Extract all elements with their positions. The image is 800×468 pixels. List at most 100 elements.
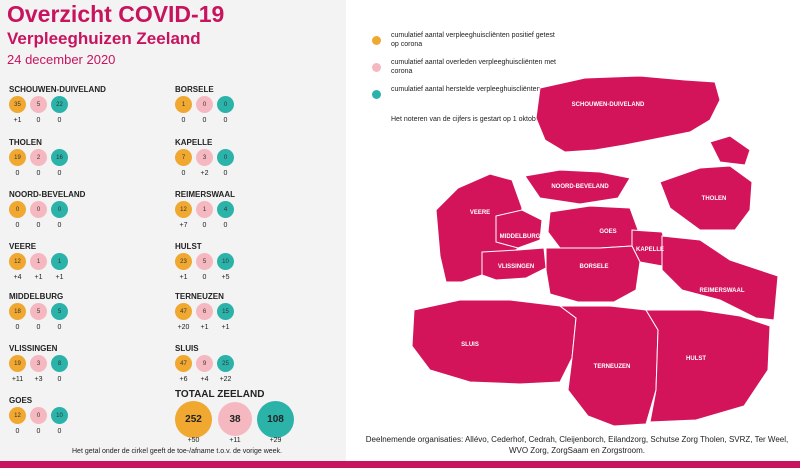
region-recovered-delta: 0: [57, 170, 62, 177]
region-block: THOLEN 19 0 2 0 16 0: [9, 138, 169, 188]
map-region-schouwen-duiveland: [535, 75, 721, 153]
region-recovered-circle: 22: [51, 96, 68, 113]
region-recovered-circle: 0: [51, 201, 68, 218]
map-region-hulst: [645, 309, 771, 423]
region-block: NOORD-BEVELAND 0 0 0 0 0 0: [9, 190, 169, 240]
map-label-noord-beveland: NOORD-BEVELAND: [551, 184, 609, 190]
stats-panel: [0, 0, 346, 468]
region-recovered-delta: 0: [223, 170, 228, 177]
region-deceased-delta: 0: [202, 222, 207, 229]
map-label-veere: VEERE: [470, 210, 490, 216]
region-name: VLISSINGEN: [9, 344, 58, 353]
region-recovered-delta: 0: [223, 117, 228, 124]
region-positive-delta: +1: [179, 274, 188, 281]
region-positive-delta: +11: [11, 376, 24, 383]
region-deceased-circle: 0: [196, 96, 213, 113]
region-recovered-circle: 16: [51, 149, 68, 166]
region-deceased-delta: 0: [202, 117, 207, 124]
map-region-noord-beveland: [524, 169, 631, 205]
region-deceased-circle: 9: [196, 355, 213, 372]
total-positive-value: 252: [185, 414, 202, 425]
region-recovered-delta: +1: [55, 274, 64, 281]
report-date: 24 december 2020: [7, 52, 116, 67]
region-positive-circle: 0: [9, 201, 26, 218]
region-positive-delta: 0: [15, 170, 20, 177]
region-name: SLUIS: [175, 344, 199, 353]
region-block: SLUIS 47 +6 9 +4 25 +22: [175, 344, 335, 394]
region-name: KAPELLE: [175, 138, 213, 147]
bottom-bar: [0, 461, 800, 468]
region-deceased-circle: 2: [30, 149, 47, 166]
region-positive-circle: 1: [175, 96, 192, 113]
legend-positive-text: cumulatief aantal verpleeghuiscliënten p…: [391, 32, 555, 48]
region-recovered-circle: 0: [217, 149, 234, 166]
total-deceased-delta: +11: [229, 437, 241, 444]
total-recovered-circle: 108: [257, 401, 294, 438]
region-positive-delta: +1: [13, 117, 22, 124]
region-positive-delta: 0: [181, 117, 186, 124]
region-recovered-delta: 0: [223, 222, 228, 229]
region-block: VLISSINGEN 19 +11 3 +3 8 0: [9, 344, 169, 394]
region-recovered-circle: 10: [217, 253, 234, 270]
page-title: Overzicht COVID-19: [7, 1, 225, 27]
region-name: VEERE: [9, 242, 37, 251]
region-positive-circle: 18: [9, 303, 26, 320]
region-deceased-delta: 0: [36, 170, 41, 177]
region-block: BORSELE 1 0 0 0 0 0: [175, 85, 335, 135]
region-recovered-circle: 0: [217, 96, 234, 113]
region-name: THOLEN: [9, 138, 42, 147]
region-name: NOORD-BEVELAND: [9, 190, 86, 199]
region-block: VEERE 12 +4 1 +1 1 +1: [9, 242, 169, 292]
region-deceased-delta: +4: [200, 376, 209, 383]
region-positive-circle: 7: [175, 149, 192, 166]
total-deceased-value: 38: [229, 413, 241, 425]
region-deceased-delta: +3: [34, 376, 43, 383]
region-name: SCHOUWEN-DUIVELAND: [9, 85, 106, 94]
region-block: KAPELLE 7 0 3 +2 0 0: [175, 138, 335, 188]
region-recovered-delta: 0: [57, 376, 62, 383]
region-recovered-delta: 0: [57, 324, 62, 331]
region-deceased-delta: +1: [34, 274, 43, 281]
page-subtitle: Verpleeghuizen Zeeland: [7, 29, 201, 48]
map-label-reimerswaal: REIMERSWAAL: [700, 288, 745, 294]
map-region-terneuzen: [558, 305, 659, 427]
region-positive-delta: 0: [181, 170, 186, 177]
region-recovered-circle: 1: [51, 253, 68, 270]
region-block: TERNEUZEN 47 +20 6 +1 15 +1: [175, 292, 335, 342]
region-positive-circle: 19: [9, 355, 26, 372]
region-deceased-delta: +1: [200, 324, 209, 331]
region-positive-circle: 12: [9, 253, 26, 270]
region-positive-circle: 47: [175, 355, 192, 372]
region-positive-circle: 23: [175, 253, 192, 270]
total-title: TOTAAL ZEELAND: [175, 389, 265, 400]
region-deceased-delta: 0: [202, 274, 207, 281]
region-positive-delta: +7: [179, 222, 188, 229]
region-deceased-circle: 1: [30, 253, 47, 270]
region-recovered-circle: 5: [51, 303, 68, 320]
region-deceased-circle: 3: [196, 149, 213, 166]
region-block: HULST 23 +1 5 0 10 +5: [175, 242, 335, 292]
map-label-sluis: SLUIS: [461, 342, 479, 348]
total-positive-circle: 252: [175, 401, 212, 438]
legend-positive-dot: [372, 36, 381, 45]
region-block: GOES 12 0 0 0 10 0: [9, 396, 169, 446]
region-positive-delta: +6: [179, 376, 188, 383]
map-label-terneuzen: TERNEUZEN: [594, 364, 631, 370]
map-region-reimerswaal: [661, 235, 779, 321]
region-name: HULST: [175, 242, 202, 251]
region-recovered-delta: +22: [219, 376, 232, 383]
legend-recovered-dot: [372, 90, 381, 99]
map-label-goes: GOES: [599, 229, 616, 235]
region-deceased-delta: 0: [36, 117, 41, 124]
region-deceased-delta: 0: [36, 428, 41, 435]
total-recovered-delta: +29: [269, 437, 282, 444]
map-label-schouwen-duiveland: SCHOUWEN-DUIVELAND: [572, 102, 645, 108]
total-positive-delta: +50: [187, 437, 200, 444]
map-label-kapelle: KAPELLE: [636, 247, 664, 253]
region-deceased-delta: 0: [36, 324, 41, 331]
region-deceased-delta: +2: [200, 170, 209, 177]
region-name: GOES: [9, 396, 33, 405]
region-name: BORSELE: [175, 85, 214, 94]
map-label-hulst: HULST: [686, 356, 706, 362]
region-recovered-circle: 15: [217, 303, 234, 320]
